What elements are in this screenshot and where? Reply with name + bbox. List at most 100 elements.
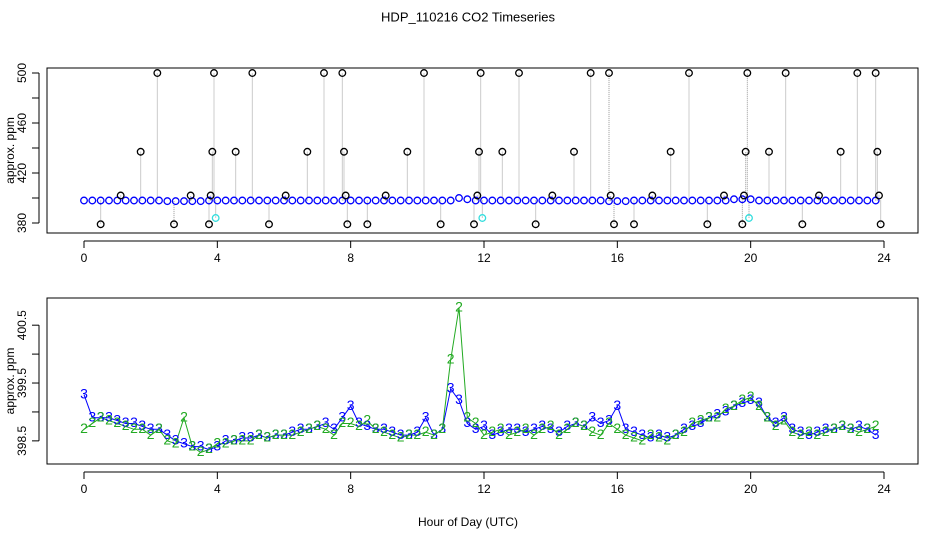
point — [853, 69, 862, 77]
point-symbol: 2 — [797, 426, 805, 442]
point — [205, 196, 213, 205]
point — [688, 196, 697, 205]
point — [730, 195, 738, 204]
point-symbol: 3 — [280, 426, 288, 442]
point-symbol: 3 — [655, 426, 663, 442]
point-symbol: 3 — [180, 434, 188, 450]
point-symbol: 2 — [230, 432, 238, 448]
point-symbol: 3 — [613, 397, 621, 413]
point-symbol: 3 — [488, 426, 496, 442]
point-symbol: 2 — [588, 423, 596, 439]
point-symbol: 3 — [405, 426, 413, 442]
point — [680, 196, 688, 205]
point-symbol: 3 — [847, 420, 855, 436]
point-symbol: 3 — [705, 408, 713, 424]
point — [248, 69, 257, 77]
point-symbol: 2 — [563, 420, 571, 436]
point — [838, 196, 847, 205]
point — [763, 196, 772, 205]
point — [355, 196, 363, 205]
point — [470, 220, 478, 229]
point-symbol: 2 — [555, 426, 563, 442]
point-symbol: 2 — [855, 423, 863, 439]
point-symbol: 3 — [630, 423, 638, 439]
y-tick-label: 400.5 — [15, 310, 29, 340]
point-symbol: 3 — [680, 420, 688, 436]
point-symbol: 2 — [722, 400, 730, 416]
point-symbol: 3 — [205, 440, 213, 456]
point — [230, 196, 238, 205]
point-symbol: 2 — [822, 423, 830, 439]
point-symbol: 2 — [788, 423, 796, 439]
point — [96, 196, 105, 205]
point — [246, 196, 255, 205]
point-symbol: 3 — [663, 429, 671, 445]
point-symbol: 3 — [188, 437, 196, 453]
point-symbol: 2 — [322, 420, 330, 436]
point-symbol: 2 — [197, 443, 205, 459]
point-symbol: 3 — [438, 420, 446, 436]
point — [610, 220, 618, 229]
point — [613, 197, 622, 206]
point-symbol: 3 — [138, 417, 146, 433]
point-symbol: 3 — [197, 437, 205, 453]
point — [498, 147, 507, 156]
point — [548, 191, 557, 200]
point-symbol: 2 — [547, 417, 555, 433]
point-symbol: 3 — [355, 414, 363, 430]
point — [255, 196, 263, 205]
point-symbol: 3 — [455, 391, 463, 407]
point — [531, 220, 540, 229]
point — [745, 214, 753, 222]
point — [771, 196, 780, 205]
point-symbol: 3 — [413, 423, 421, 439]
point — [170, 220, 178, 229]
point — [738, 220, 747, 229]
point — [421, 196, 430, 205]
point-symbol: 3 — [330, 420, 338, 436]
point-symbol: 2 — [113, 414, 121, 430]
point — [703, 220, 712, 229]
point-symbol: 3 — [380, 420, 388, 436]
point-symbol: 3 — [872, 426, 880, 442]
point — [830, 196, 838, 205]
point-symbol: 2 — [597, 426, 605, 442]
point — [476, 69, 485, 77]
point-symbol: 3 — [697, 414, 705, 430]
x-tick-label: 24 — [877, 482, 891, 496]
point — [720, 191, 728, 200]
point — [471, 196, 480, 205]
point-symbol: 2 — [697, 411, 705, 427]
x-tick-label: 16 — [611, 482, 625, 496]
x-tick-label: 8 — [347, 251, 354, 265]
point — [798, 220, 807, 229]
x-tick-label: 4 — [214, 482, 221, 496]
point — [741, 147, 750, 156]
point — [121, 196, 130, 205]
point-symbol: 3 — [147, 420, 155, 436]
point-symbol: 3 — [813, 423, 821, 439]
point-symbol: 3 — [238, 429, 246, 445]
point-symbol: 2 — [205, 440, 213, 456]
plot-frame — [46, 297, 919, 465]
point — [206, 191, 215, 200]
point — [721, 196, 730, 205]
point-symbol: 3 — [397, 426, 405, 442]
point-symbol: 2 — [447, 351, 455, 367]
point-symbol: 3 — [522, 423, 530, 439]
series-line — [83, 387, 876, 451]
point-symbol: 2 — [97, 408, 105, 424]
point-symbol: 3 — [297, 420, 305, 436]
point — [136, 147, 145, 156]
point — [405, 196, 413, 205]
x-tick-label: 20 — [744, 482, 758, 496]
point-symbol: 2 — [297, 423, 305, 439]
point — [338, 69, 347, 77]
point-symbol: 2 — [455, 299, 463, 315]
point — [263, 196, 272, 205]
point — [403, 147, 412, 156]
point-symbol: 2 — [372, 420, 380, 436]
point — [196, 197, 205, 206]
point-symbol: 2 — [663, 432, 671, 448]
point-symbol: 2 — [380, 423, 388, 439]
